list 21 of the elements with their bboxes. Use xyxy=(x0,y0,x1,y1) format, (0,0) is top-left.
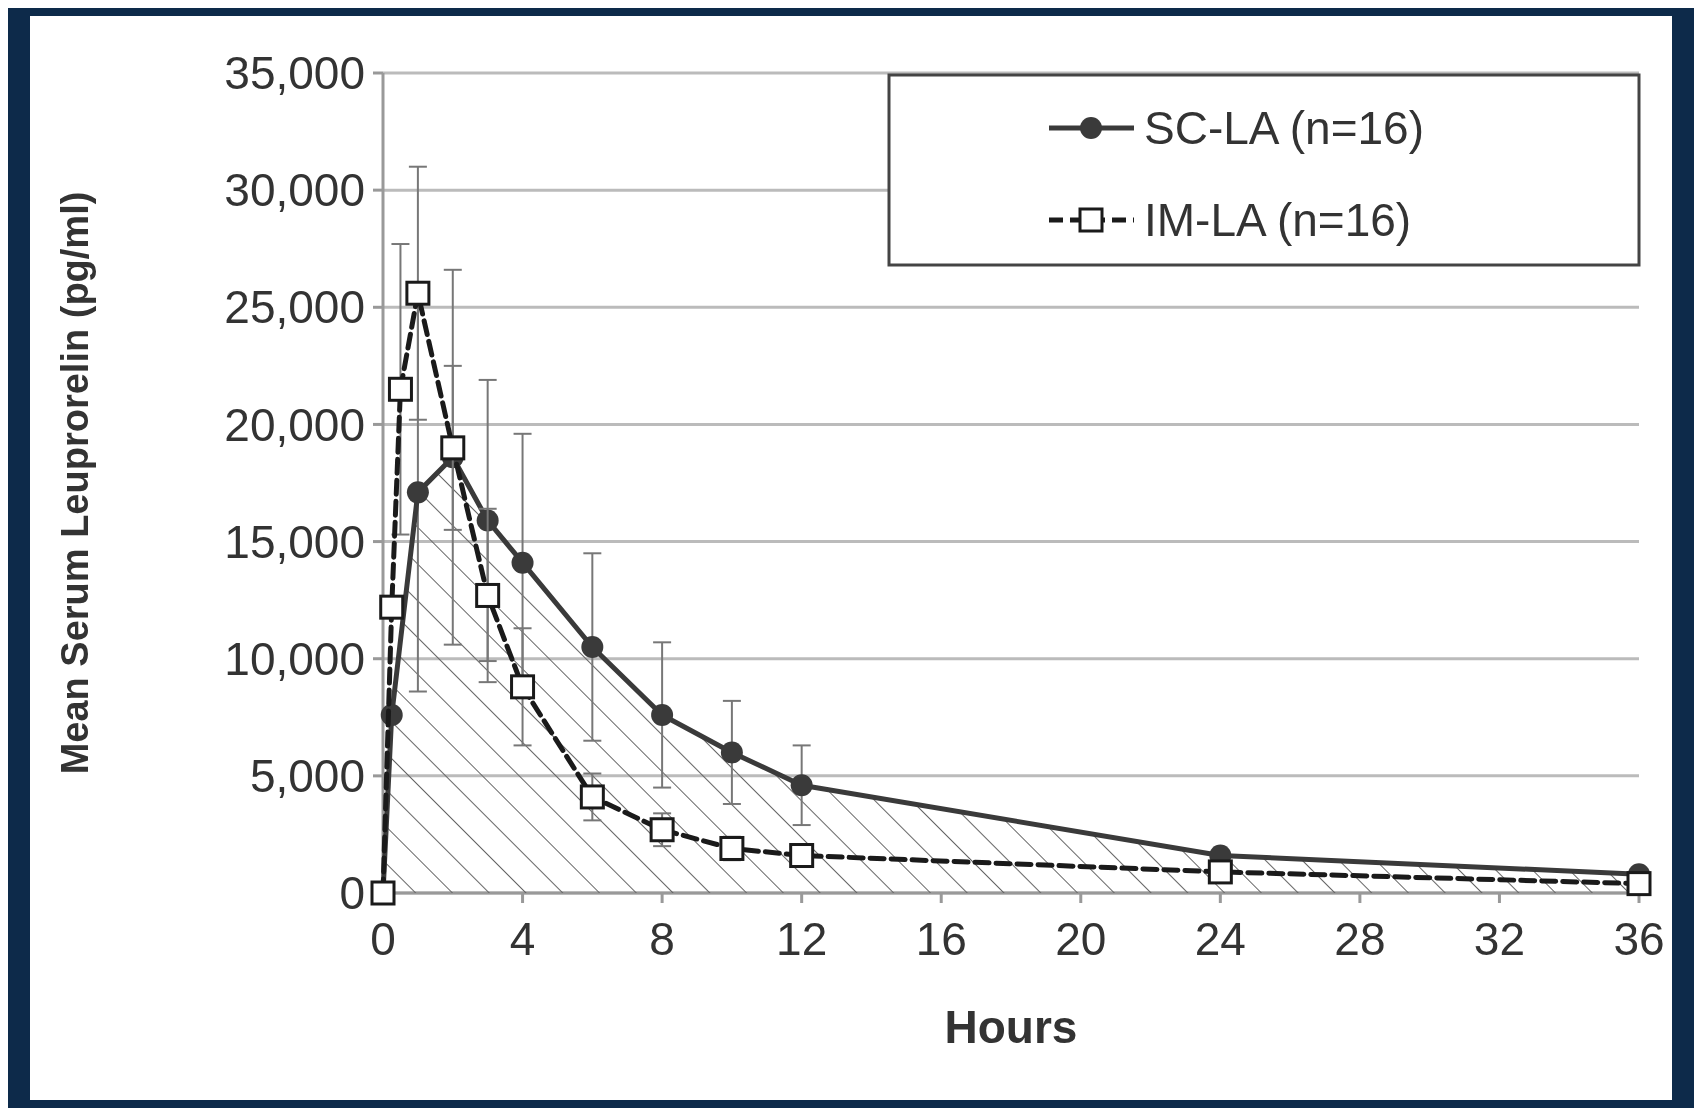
y-axis-title: Mean Serum Leuprorelin (pg/ml) xyxy=(54,191,96,775)
x-tick-label: 4 xyxy=(509,913,536,965)
x-tick-label: 8 xyxy=(649,913,675,965)
x-tick-label: 12 xyxy=(776,913,828,965)
x-axis-title: Hours xyxy=(944,1001,1078,1053)
x-tick-label: 36 xyxy=(1613,913,1665,965)
x-tick-label: 32 xyxy=(1473,913,1526,965)
y-tick-label: 0 xyxy=(339,867,365,920)
y-tick-label: 20,000 xyxy=(224,398,365,451)
x-tick-label: 20 xyxy=(1055,913,1107,965)
x-tick-label: 24 xyxy=(1194,913,1246,965)
y-tick-label: 30,000 xyxy=(224,164,365,217)
y-tick-label: 35,000 xyxy=(224,47,365,100)
y-tick-label: 25,000 xyxy=(224,281,365,334)
x-tick-label: 16 xyxy=(915,913,967,965)
legend-label: SC-LA (n=16) xyxy=(1144,102,1424,155)
y-tick-label: 5,000 xyxy=(249,749,365,802)
legend-label: IM-LA (n=16) xyxy=(1144,194,1412,247)
x-tick-label: 28 xyxy=(1334,913,1386,965)
y-tick-label: 15,000 xyxy=(224,515,365,568)
y-tick-label: 10,000 xyxy=(224,632,365,685)
